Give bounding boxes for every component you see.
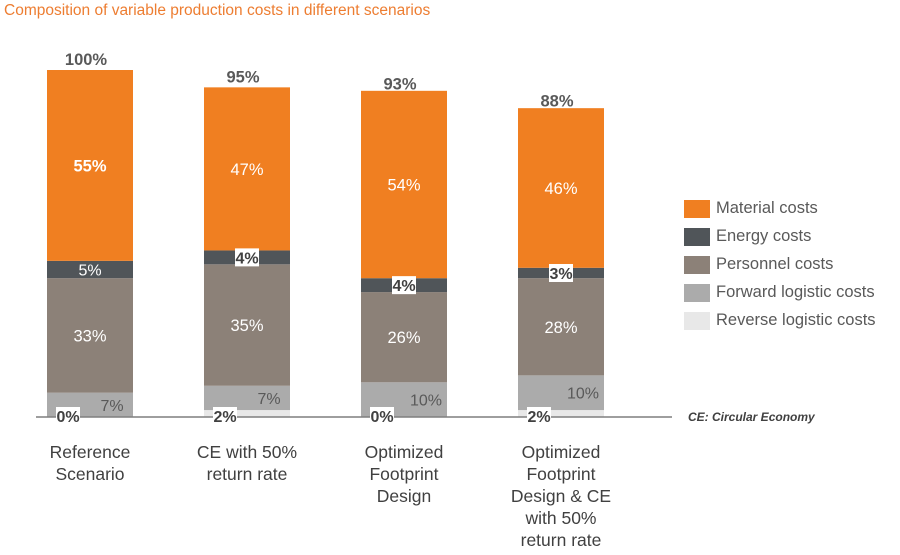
bar-energy-1 bbox=[47, 260, 133, 279]
bar-personnel-1 bbox=[47, 278, 133, 393]
bar-material-3 bbox=[361, 90, 447, 279]
legend-swatch-personnel bbox=[684, 256, 710, 274]
label-energy-2: 4% bbox=[235, 250, 258, 267]
bar-forward-2 bbox=[204, 385, 290, 411]
label-material-3: 54% bbox=[387, 177, 420, 195]
label-forward-2: 7% bbox=[257, 391, 280, 408]
category-label-4-line-5: return rate bbox=[521, 530, 602, 550]
label-personnel-3: 26% bbox=[387, 329, 420, 347]
legend-label-personnel: Personnel costs bbox=[716, 255, 834, 273]
category-label-4-line-4: with 50% bbox=[524, 508, 596, 528]
total-label-3: 93% bbox=[383, 75, 416, 93]
bar-forward-4 bbox=[518, 375, 604, 411]
category-label-1-line-2: Scenario bbox=[55, 464, 124, 484]
bar-material-2 bbox=[204, 87, 290, 251]
legend-swatch-material bbox=[684, 200, 710, 218]
label-energy-3-box bbox=[392, 276, 416, 295]
legend-label-forward: Forward logistic costs bbox=[716, 283, 875, 301]
bar-reverse-4 bbox=[518, 410, 604, 417]
category-label-4-line-3: Design & CE bbox=[511, 486, 611, 506]
label-reverse-2: 2% bbox=[213, 409, 236, 426]
label-forward-1: 7% bbox=[100, 398, 123, 415]
category-label-3-line-3: Design bbox=[377, 486, 431, 506]
label-material-4: 46% bbox=[544, 180, 577, 198]
total-label-2: 95% bbox=[226, 68, 259, 86]
bar-personnel-4 bbox=[518, 278, 604, 376]
label-personnel-2: 35% bbox=[230, 317, 263, 335]
category-label-3-line-1: Optimized bbox=[365, 442, 444, 462]
category-label-3-line-2: Footprint bbox=[369, 464, 438, 484]
label-material-1: 55% bbox=[73, 157, 106, 175]
label-reverse-2-box bbox=[213, 407, 237, 425]
label-reverse-1: 0% bbox=[56, 409, 79, 426]
label-forward-3: 10% bbox=[410, 393, 442, 410]
label-reverse-4-box bbox=[527, 407, 551, 425]
label-reverse-3: 0% bbox=[370, 409, 393, 426]
category-label-2-line-1: CE with 50% bbox=[197, 442, 297, 462]
category-label-2-line-2: return rate bbox=[207, 464, 288, 484]
category-label-1-line-1: Reference bbox=[50, 442, 131, 462]
bar-material-1 bbox=[47, 70, 133, 261]
label-material-2: 47% bbox=[230, 161, 263, 179]
label-energy-4: 3% bbox=[549, 266, 572, 283]
label-reverse-1-box bbox=[56, 407, 80, 425]
label-personnel-4: 28% bbox=[544, 319, 577, 337]
label-personnel-1: 33% bbox=[73, 327, 106, 345]
legend-label-material: Material costs bbox=[716, 199, 818, 217]
category-label-4-line-2: Footprint bbox=[526, 464, 595, 484]
bar-personnel-2 bbox=[204, 264, 290, 386]
legend-label-reverse: Reverse logistic costs bbox=[716, 311, 876, 329]
label-reverse-4: 2% bbox=[527, 409, 550, 426]
label-energy-4-box bbox=[549, 263, 573, 282]
category-label-4-line-1: Optimized bbox=[522, 442, 601, 462]
label-energy-1: 5% bbox=[78, 263, 101, 280]
bar-reverse-2 bbox=[204, 410, 290, 417]
total-label-1: 100% bbox=[65, 51, 108, 69]
chart-title: Composition of variable production costs… bbox=[4, 2, 431, 19]
bar-personnel-3 bbox=[361, 292, 447, 383]
legend-swatch-forward bbox=[684, 284, 710, 302]
label-energy-3: 4% bbox=[392, 278, 415, 295]
legend-swatch-energy bbox=[684, 228, 710, 246]
label-forward-4: 10% bbox=[567, 386, 599, 403]
label-energy-2-box bbox=[235, 248, 259, 267]
legend-swatch-reverse bbox=[684, 312, 710, 330]
total-label-4: 88% bbox=[540, 93, 573, 111]
bar-material-4 bbox=[518, 108, 604, 268]
legend-label-energy: Energy costs bbox=[716, 227, 812, 245]
label-reverse-3-box bbox=[370, 407, 394, 425]
footnote: CE: Circular Economy bbox=[688, 410, 815, 424]
